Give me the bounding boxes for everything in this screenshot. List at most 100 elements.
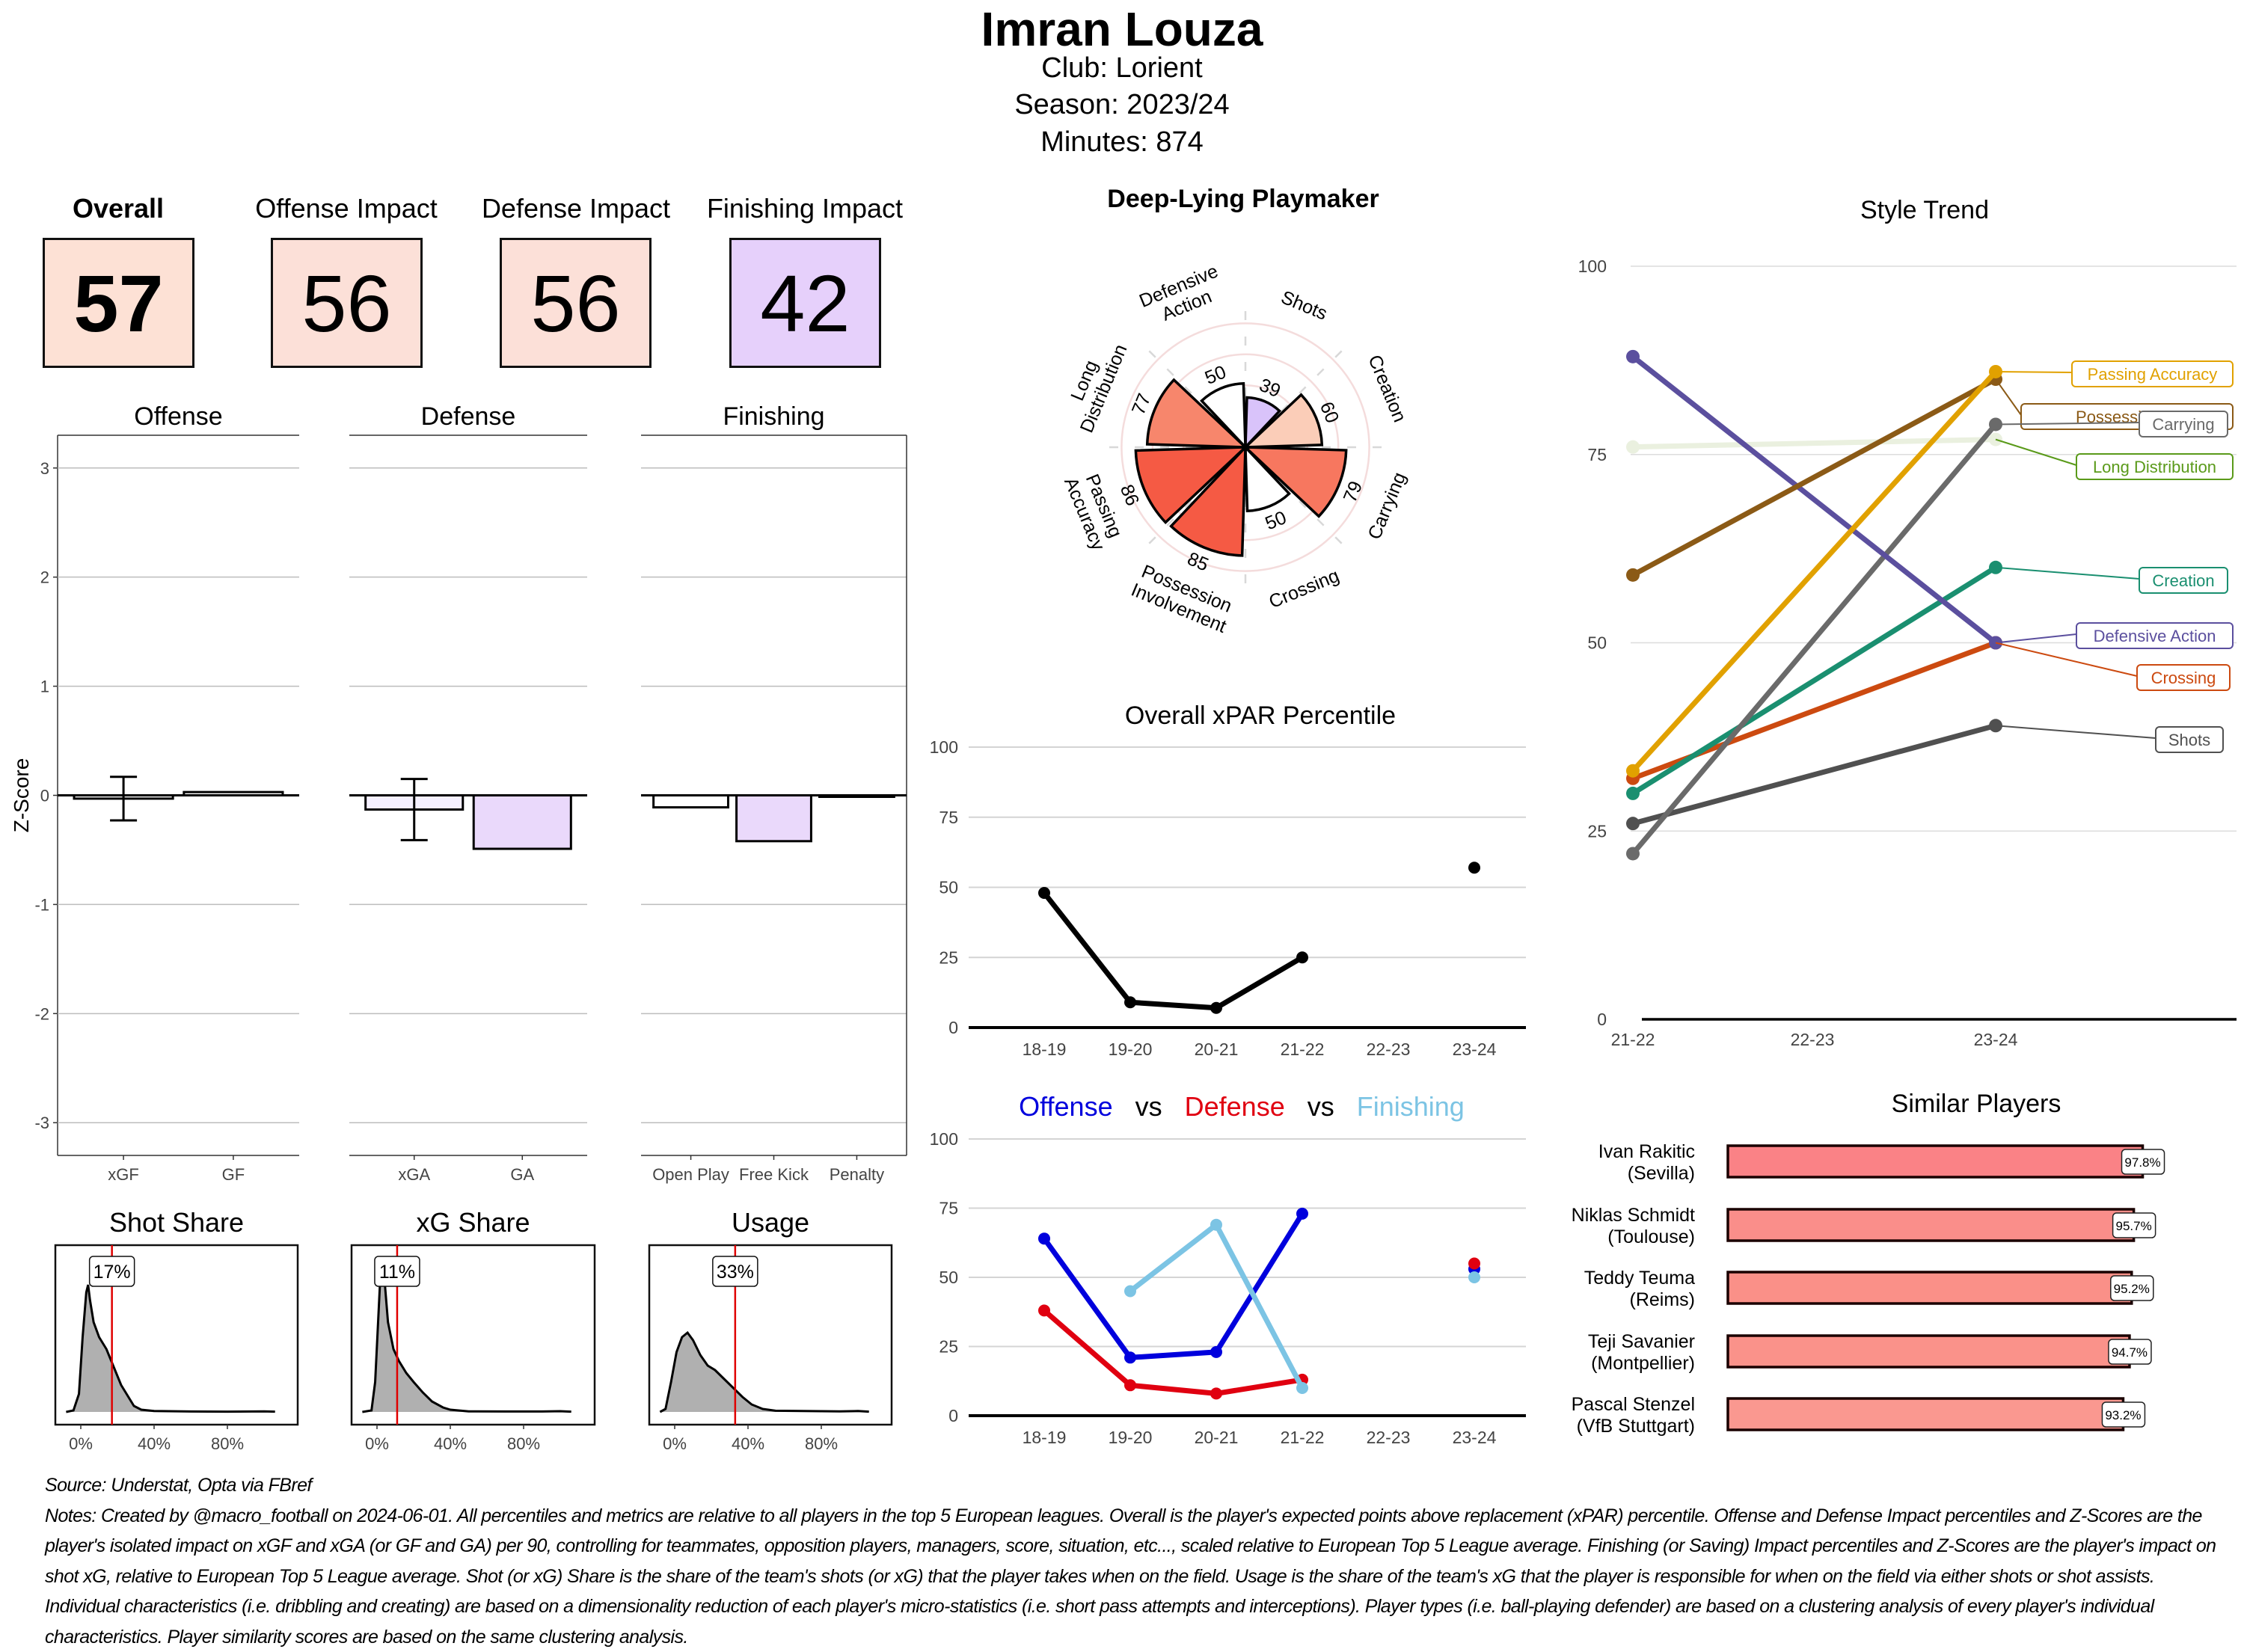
label-leader-line [1996,440,2076,465]
x-tick-label: 23-24 [1453,1428,1497,1447]
radar-value-label: 60 [1316,399,1343,426]
series-label-crossing: Crossing [1996,643,2230,691]
title-part: vs [1135,1091,1185,1122]
x-tick-label: 23-24 [1453,1040,1497,1059]
facet-title: Defense [421,402,516,431]
label-text: Crossing [2151,669,2216,687]
x-tick-label: 0% [663,1434,687,1453]
similar-player-row: Pascal Stenzel(VfB Stuttgart)93.2% [1572,1394,2145,1437]
y-tick-label: 1 [40,678,49,696]
x-tick-label: Open Play [652,1165,729,1184]
data-point [1210,1002,1222,1014]
series-offense [1038,1208,1480,1363]
facet-title: Offense [134,402,222,431]
similarity-label: 94.7% [2112,1345,2148,1360]
series-shots [1626,719,2002,830]
series-long-distribution [1626,433,2002,454]
bar-free-kick [737,796,812,841]
series-creation [1626,561,2002,800]
player-name: Teji Savanier [1588,1331,1695,1352]
title-part: Offense [1019,1091,1135,1122]
data-point [1210,1219,1222,1231]
chart-title: Similar Players [1892,1090,2061,1118]
x-tick-label: GA [510,1165,534,1184]
value-label: 17% [94,1262,131,1283]
radar-value-label: 86 [1116,482,1144,509]
x-tick-label: 40% [732,1434,764,1453]
x-tick-label: 22-23 [1791,1030,1835,1049]
y-tick-label: 25 [939,1337,958,1357]
similar-player-row: Teddy Teuma(Reims)95.2% [1584,1268,2153,1310]
density-area [66,1285,275,1412]
y-tick-label: 50 [1587,633,1607,653]
notes-text: Notes: Created by @macro_football on 202… [45,1501,2229,1652]
series-line [1044,893,1302,1008]
data-point [1468,1271,1480,1283]
series-line [1633,725,1996,823]
similar-player-row: Ivan Rakitic(Sevilla)97.8% [1598,1141,2165,1184]
data-point [1038,1232,1050,1244]
x-tick-label: 80% [211,1434,244,1453]
series-label-long-distribution: Long Distribution [1996,440,2233,479]
series-label-passing-accuracy: Passing Accuracy [1996,361,2233,387]
data-point [1468,1258,1480,1270]
series-line [1633,379,1996,575]
radar-category-text: Crossing [1266,565,1343,613]
label-text: Long Distribution [2093,458,2216,476]
series-label-defensive-action: Defensive Action [1996,623,2233,648]
y-tick-label: -2 [34,1004,49,1023]
x-tick-label: 21-22 [1611,1030,1655,1049]
value-label: 11% [379,1262,415,1283]
player-name: Pascal Stenzel [1572,1394,1695,1415]
label-text: Defensive Action [2094,627,2216,645]
data-point [1626,764,1640,778]
label-leader-line [1996,379,2021,415]
player-name: Ivan Rakitic [1598,1141,1695,1162]
y-tick-label: 0 [948,1018,958,1037]
data-point [1296,1208,1308,1220]
y-tick-label: 75 [1587,445,1607,464]
y-tick-label: 0 [40,787,49,805]
label-text: Shots [2168,731,2210,749]
data-point [1468,862,1480,873]
offense-defense-finishing-chart: Offense vs Defense vs Finishing025507510… [930,1091,1526,1447]
x-tick-label: 21-22 [1281,1428,1325,1447]
x-tick-label: 22-23 [1367,1040,1411,1059]
series-label-shots: Shots [1996,725,2223,752]
label-text: Passing Accuracy [2088,365,2218,384]
label-text: Carrying [2152,415,2214,434]
similarity-label: 93.2% [2105,1408,2141,1422]
y-tick-label: 2 [40,568,49,587]
x-tick-label: 18-19 [1023,1040,1067,1059]
data-point [1626,817,1640,830]
y-tick-label: 100 [1578,257,1607,276]
radar-value-label: 77 [1128,390,1156,417]
x-tick-label: 0% [365,1434,389,1453]
data-point [1626,350,1640,363]
y-tick-label: 25 [939,948,958,967]
x-tick-label: 18-19 [1023,1428,1067,1447]
similar-player-row: Teji Savanier(Montpellier)94.7% [1588,1331,2151,1374]
y-tick-label: 3 [40,459,49,478]
footer: Source: Understat, Opta via FBref Notes:… [45,1470,2229,1652]
x-tick-label: Free Kick [739,1165,809,1184]
series-possession-involvement [1626,372,2002,582]
data-point [1038,887,1050,899]
radar-category-text: Shots [1278,286,1331,324]
series-carrying [1626,417,2002,860]
similarity-bar [1728,1336,2130,1367]
data-point [1626,568,1640,582]
x-tick-label: 21-22 [1281,1040,1325,1059]
x-tick-label: 20-21 [1195,1040,1239,1059]
data-point [1626,440,1640,454]
series-line [1633,357,1996,643]
y-tick-label: 75 [939,808,958,827]
